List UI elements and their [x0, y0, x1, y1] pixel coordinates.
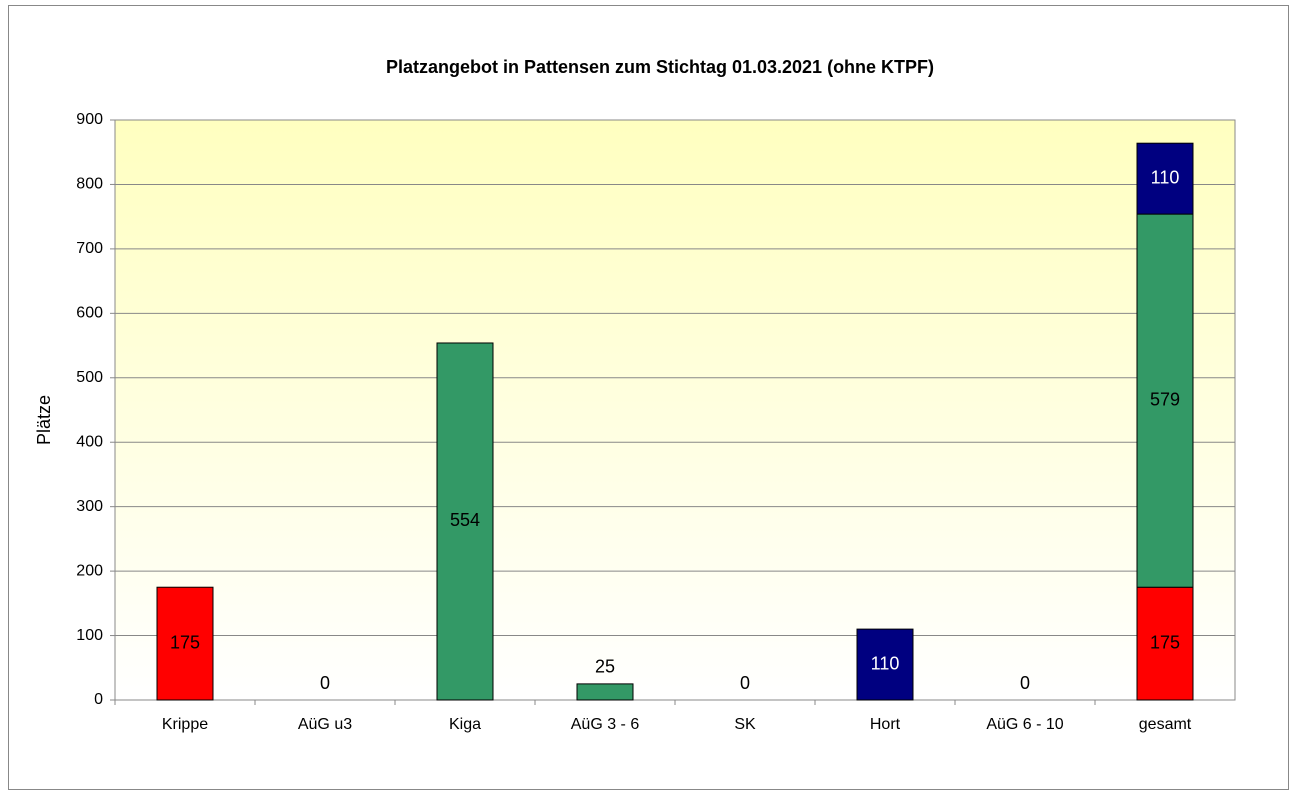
y-tick-label: 800: [76, 176, 103, 193]
y-tick-label: 700: [76, 240, 103, 257]
data-label: 110: [1151, 167, 1180, 187]
y-tick-label: 200: [76, 562, 103, 579]
data-label: 554: [450, 510, 480, 530]
y-tick-label: 100: [76, 627, 103, 644]
x-tick-label: AüG u3: [298, 716, 352, 733]
x-tick-label: Hort: [870, 716, 901, 733]
x-tick-label: AüG 6 - 10: [986, 716, 1063, 733]
data-label: 110: [871, 653, 900, 673]
chart-title: Platzangebot in Pattensen zum Stichtag 0…: [386, 57, 934, 77]
x-tick-label: Kiga: [449, 716, 481, 733]
bar: [1136, 142, 1194, 215]
bar: [1136, 586, 1194, 701]
data-label: 0: [740, 673, 750, 693]
bar: [576, 683, 634, 701]
bar: [1136, 213, 1194, 588]
y-tick-label: 600: [76, 305, 103, 322]
y-tick-label: 300: [76, 498, 103, 515]
data-label: 25: [595, 657, 615, 677]
y-tick-label: 400: [76, 433, 103, 450]
x-tick-label: Krippe: [162, 716, 208, 733]
y-tick-label: 500: [76, 369, 103, 386]
bar: [436, 342, 494, 701]
x-tick-label: SK: [734, 716, 756, 733]
y-axis-label: Plätze: [34, 395, 54, 445]
bar: [156, 586, 214, 701]
plot-area: [114, 119, 1236, 701]
bar: [856, 628, 914, 701]
y-tick-label: 0: [94, 691, 103, 708]
x-tick-label: gesamt: [1139, 716, 1192, 733]
data-label: 175: [170, 632, 200, 652]
data-label: 0: [1020, 673, 1030, 693]
data-label: 0: [320, 673, 330, 693]
data-label: 175: [1150, 632, 1180, 652]
y-tick-label: 900: [76, 111, 103, 128]
x-tick-label: AüG 3 - 6: [571, 716, 640, 733]
data-label: 579: [1150, 389, 1180, 409]
